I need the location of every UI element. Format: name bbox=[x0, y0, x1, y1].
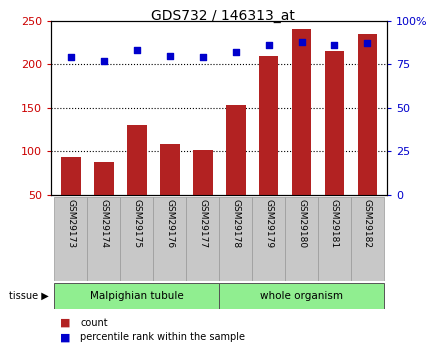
Bar bbox=[94, 162, 114, 195]
Point bbox=[364, 41, 371, 46]
Text: GSM29181: GSM29181 bbox=[330, 199, 339, 248]
Bar bbox=[186, 197, 219, 281]
Text: GSM29180: GSM29180 bbox=[297, 199, 306, 248]
Bar bbox=[120, 197, 153, 281]
Text: GSM29174: GSM29174 bbox=[99, 199, 109, 248]
Text: GSM29178: GSM29178 bbox=[231, 199, 240, 248]
Point bbox=[133, 48, 140, 53]
Text: ■: ■ bbox=[60, 318, 71, 327]
Bar bbox=[318, 197, 351, 281]
Point bbox=[265, 42, 272, 48]
Text: GSM29182: GSM29182 bbox=[363, 199, 372, 248]
Point bbox=[100, 58, 107, 63]
Point bbox=[298, 39, 305, 45]
Point bbox=[166, 53, 173, 58]
Bar bbox=[291, 29, 312, 195]
Bar bbox=[219, 197, 252, 281]
Bar bbox=[226, 105, 246, 195]
Text: Malpighian tubule: Malpighian tubule bbox=[90, 291, 184, 301]
Text: GSM29176: GSM29176 bbox=[165, 199, 174, 248]
Text: GSM29175: GSM29175 bbox=[132, 199, 142, 248]
Text: GSM29177: GSM29177 bbox=[198, 199, 207, 248]
Text: GSM29173: GSM29173 bbox=[66, 199, 76, 248]
Text: ■: ■ bbox=[60, 333, 71, 342]
Bar bbox=[357, 34, 377, 195]
Bar bbox=[127, 125, 147, 195]
Point bbox=[67, 55, 74, 60]
Text: GSM29179: GSM29179 bbox=[264, 199, 273, 248]
Bar bbox=[87, 197, 120, 281]
Point bbox=[331, 42, 338, 48]
Bar bbox=[259, 56, 279, 195]
Bar bbox=[219, 283, 384, 309]
Bar bbox=[351, 197, 384, 281]
Text: GDS732 / 146313_at: GDS732 / 146313_at bbox=[150, 9, 295, 23]
Text: count: count bbox=[80, 318, 108, 327]
Bar bbox=[324, 51, 344, 195]
Bar bbox=[285, 197, 318, 281]
Point bbox=[199, 55, 206, 60]
Bar bbox=[193, 150, 213, 195]
Bar bbox=[160, 145, 180, 195]
Bar bbox=[54, 283, 219, 309]
Bar bbox=[54, 197, 87, 281]
Bar bbox=[252, 197, 285, 281]
Bar bbox=[153, 197, 186, 281]
Bar bbox=[61, 157, 81, 195]
Text: whole organism: whole organism bbox=[260, 291, 343, 301]
Text: percentile rank within the sample: percentile rank within the sample bbox=[80, 333, 245, 342]
Text: tissue ▶: tissue ▶ bbox=[9, 291, 49, 301]
Point bbox=[232, 49, 239, 55]
